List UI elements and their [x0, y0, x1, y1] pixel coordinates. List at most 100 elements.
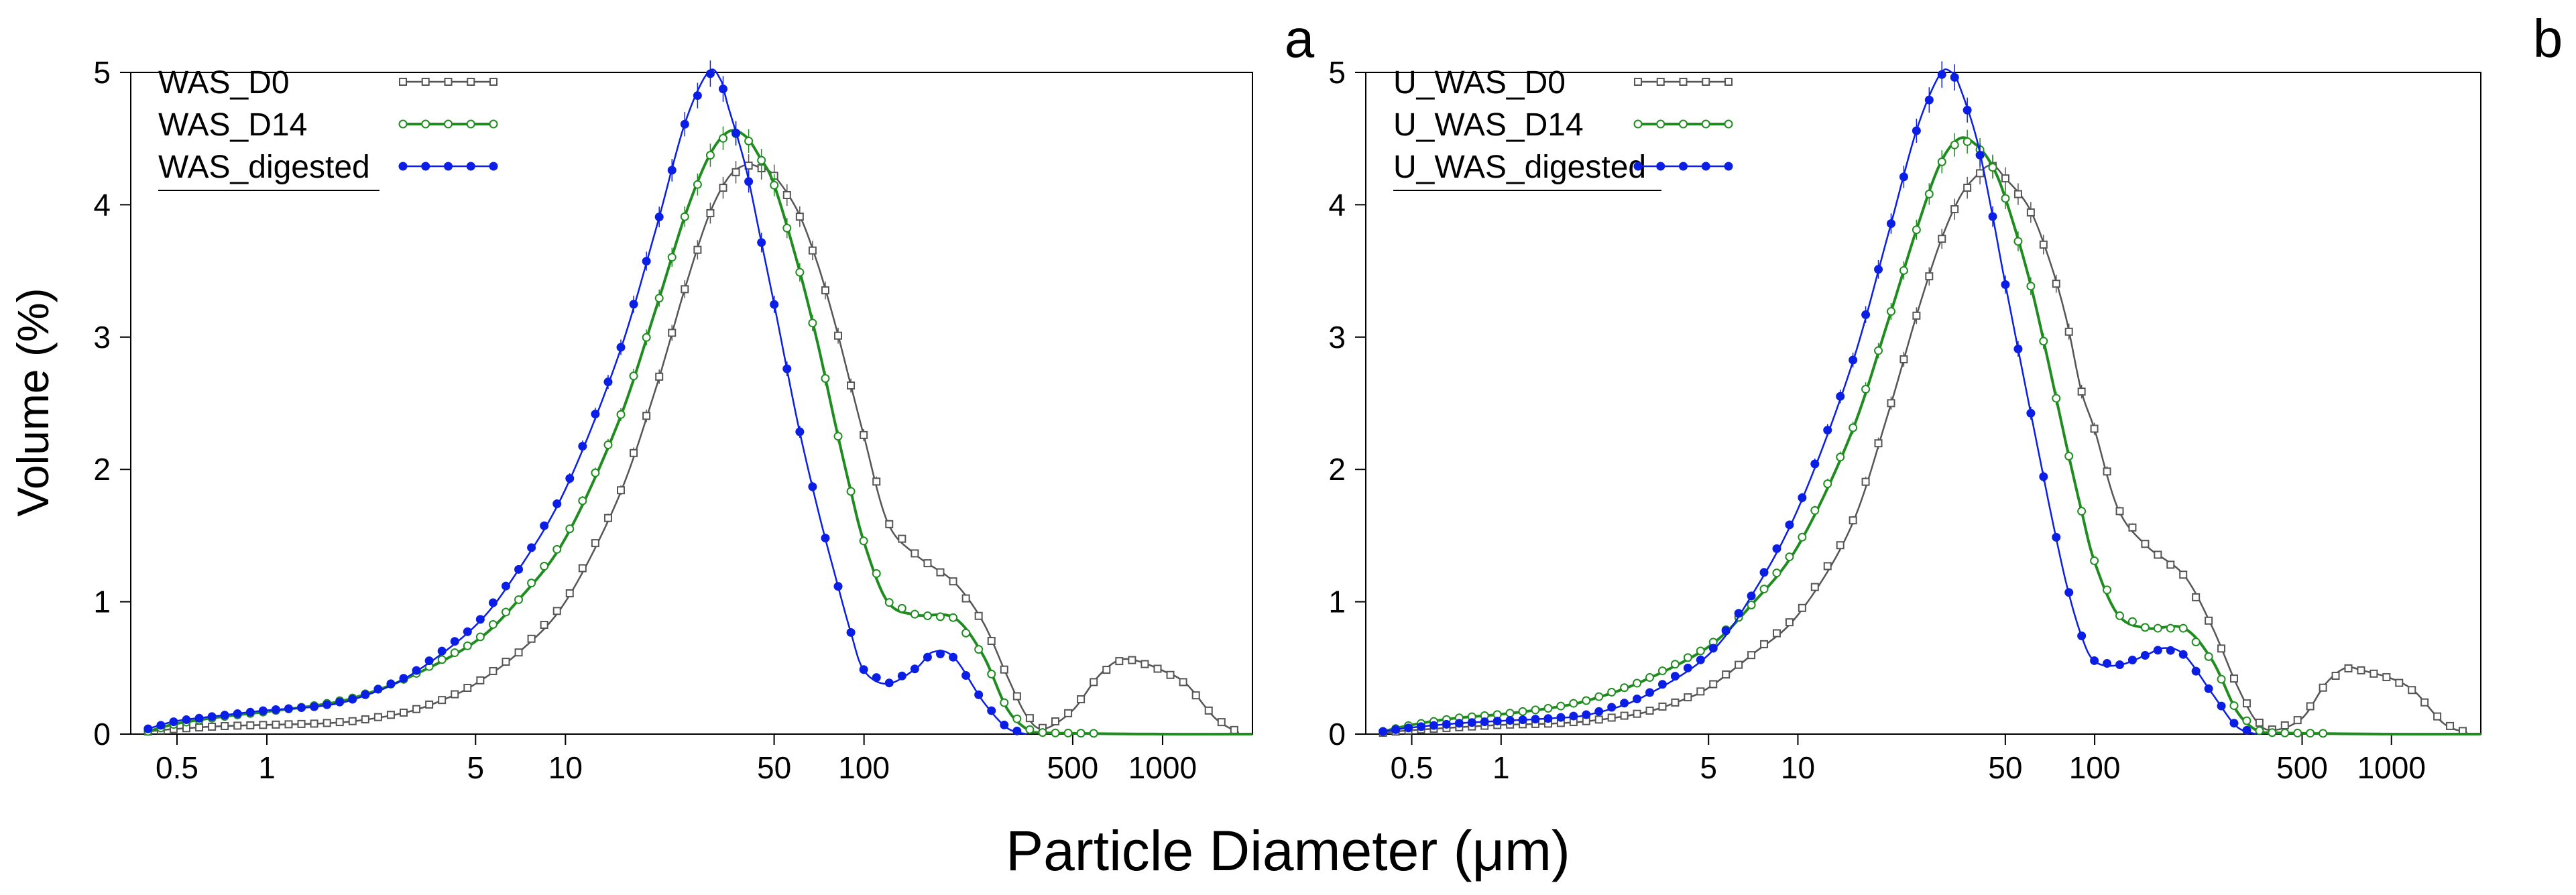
data-point — [1492, 717, 1502, 726]
data-point — [1899, 355, 1908, 363]
data-point — [1810, 459, 1820, 469]
series-line — [1383, 136, 2481, 736]
data-point — [821, 286, 829, 295]
data-point — [540, 521, 549, 530]
x-tick-label: 1000 — [1128, 750, 1197, 785]
x-tick-label: 5 — [467, 750, 484, 785]
data-point — [2191, 666, 2201, 676]
data-point — [1747, 600, 1756, 609]
data-point — [782, 364, 792, 373]
data-point — [194, 713, 204, 723]
data-point — [1798, 603, 1806, 612]
data-point — [1179, 678, 1187, 687]
data-point — [642, 333, 651, 342]
data-point — [1849, 355, 1858, 365]
data-point — [718, 133, 727, 143]
data-point — [565, 524, 575, 534]
data-point — [2306, 702, 2315, 711]
data-point — [974, 690, 984, 699]
data-point — [552, 544, 562, 554]
data-point — [1025, 714, 1034, 723]
data-point — [693, 91, 702, 101]
data-point — [1874, 439, 1883, 448]
legend-marker — [489, 119, 498, 129]
data-point — [603, 440, 613, 450]
data-point — [2319, 683, 2327, 692]
data-point — [1823, 562, 1832, 571]
data-point — [884, 678, 894, 688]
data-point — [1912, 311, 1921, 320]
data-point — [898, 534, 906, 543]
data-point — [2115, 611, 2124, 620]
data-point — [847, 381, 856, 390]
data-point — [1886, 219, 1895, 229]
series-was-digested — [143, 60, 1027, 735]
data-point — [834, 331, 843, 340]
data-point — [872, 569, 881, 579]
series-u-was-d14 — [1379, 129, 2481, 738]
data-point — [1543, 704, 1553, 713]
data-point — [2001, 194, 2010, 203]
data-point — [1861, 310, 1871, 319]
data-point — [220, 711, 229, 720]
data-point — [2217, 674, 2226, 684]
data-point — [1886, 306, 1895, 316]
data-point — [770, 300, 779, 309]
data-point — [2039, 240, 2048, 249]
data-point — [2052, 394, 2061, 403]
data-point — [182, 715, 191, 725]
data-point — [2052, 280, 2060, 288]
data-point — [169, 717, 178, 727]
data-point — [463, 684, 472, 693]
data-point — [2064, 588, 2074, 597]
legend-marker — [467, 78, 475, 86]
legend-marker — [398, 119, 408, 129]
data-point — [1480, 717, 1489, 727]
data-point — [514, 648, 523, 657]
data-point — [1924, 95, 1934, 105]
data-point — [488, 619, 497, 629]
data-point — [258, 706, 268, 715]
y-tick-label: 3 — [1328, 320, 1346, 355]
data-point — [757, 238, 766, 247]
data-point — [1467, 718, 1476, 727]
data-point — [565, 474, 575, 483]
data-point — [987, 637, 996, 646]
data-point — [1191, 691, 1200, 700]
data-point — [2255, 726, 2264, 735]
data-point — [1836, 453, 1845, 462]
data-point — [233, 721, 242, 730]
data-point — [833, 432, 843, 441]
data-point — [2191, 638, 2201, 647]
data-point — [1543, 714, 1553, 723]
data-point — [935, 612, 945, 621]
data-point — [1810, 505, 1820, 515]
data-point — [386, 679, 396, 689]
data-point — [1102, 666, 1111, 674]
data-point — [1657, 666, 1667, 676]
data-point — [1128, 656, 1136, 664]
data-point — [2395, 678, 2404, 687]
data-point — [2166, 623, 2175, 633]
data-point — [424, 656, 434, 666]
data-point — [1077, 695, 1086, 704]
data-point — [245, 707, 255, 717]
x-tick-label: 5 — [1700, 750, 1717, 785]
legend-marker — [466, 162, 475, 171]
data-point — [1747, 651, 1756, 660]
data-point — [1391, 725, 1401, 734]
legend-marker — [489, 162, 498, 171]
data-point — [1810, 583, 1819, 591]
data-point — [642, 412, 651, 420]
x-tick-label: 100 — [2069, 750, 2121, 785]
data-point — [2154, 550, 2162, 559]
data-point — [1899, 265, 1908, 275]
legend-marker — [1634, 78, 1642, 86]
series-was-d14 — [143, 121, 1253, 738]
data-point — [373, 713, 382, 721]
data-point — [1429, 721, 1438, 730]
data-point — [1594, 715, 1603, 724]
data-point — [731, 128, 741, 137]
data-point — [207, 712, 217, 721]
data-point — [2077, 632, 2087, 641]
